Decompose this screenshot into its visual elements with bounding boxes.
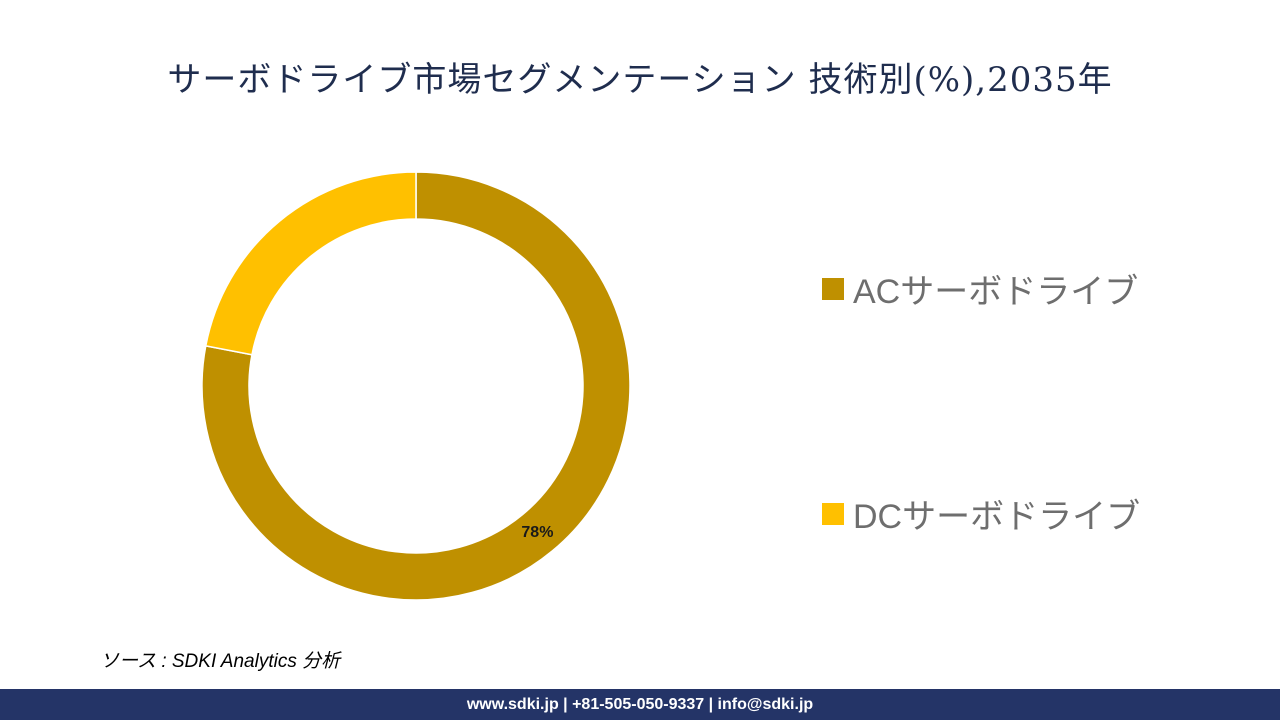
data-label-ac: 78% (521, 524, 553, 541)
donut-slice-dc (204, 171, 417, 356)
legend-label-dc: DCサーボドライブ (853, 498, 1141, 536)
source-note: ソース : SDKI Analytics 分析 (100, 651, 341, 672)
donut-slice-ac (201, 171, 631, 601)
legend-item-dc: DCサーボドライブ (822, 489, 1140, 538)
footer-contact: www.sdki.jp | +81-505-050-9337 | info@sd… (466, 696, 814, 713)
chart-title: サーボドライブ市場セグメンテーション 技術別(%),2035年 (167, 60, 1113, 100)
legend-swatch-dc (822, 502, 844, 525)
footer-bar: www.sdki.jp | +81-505-050-9337 | info@sd… (0, 689, 1280, 720)
chart-legend: ACサーボドライブ DCサーボドライブ (822, 0, 1272, 720)
legend-item-ac: ACサーボドライブ (822, 264, 1138, 313)
legend-swatch-ac (822, 277, 844, 300)
legend-label-ac: ACサーボドライブ (853, 273, 1139, 311)
donut-chart: 78% (201, 171, 631, 601)
